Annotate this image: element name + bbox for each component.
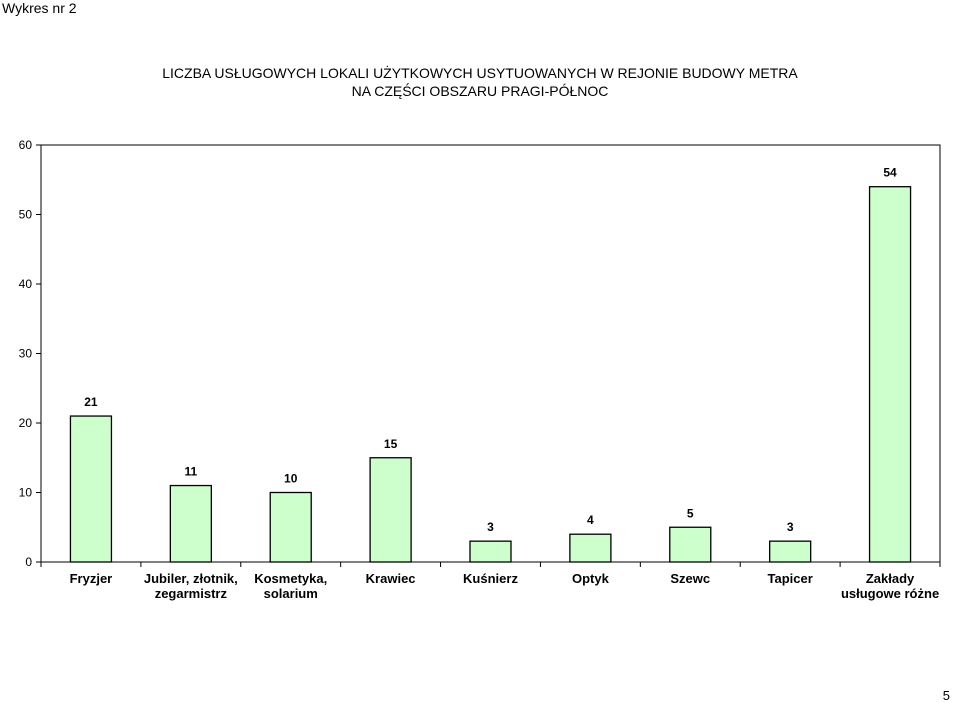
bar <box>169 484 212 563</box>
category-label-line: Jubiler, złotnik, <box>144 571 238 586</box>
category-label-line: Optyk <box>572 571 610 586</box>
category-label-line: Krawiec <box>366 571 416 586</box>
data-label: 15 <box>384 437 398 451</box>
category-label-line: usługowe różne <box>841 586 939 601</box>
category-label: Krawiec <box>366 571 416 586</box>
category-label: Tapicer <box>768 571 813 586</box>
y-tick-label: 40 <box>19 277 33 291</box>
y-tick-label: 20 <box>19 416 33 430</box>
y-tick-label: 0 <box>25 555 32 569</box>
data-label: 3 <box>487 520 494 534</box>
y-tick-label: 10 <box>19 486 33 500</box>
category-label-line: Zakłady <box>866 571 915 586</box>
y-tick-label: 60 <box>19 138 33 152</box>
chart-subtitle: NA CZĘŚCI OBSZARU PRAGI-PÓŁNOC <box>351 83 609 99</box>
bar <box>269 491 312 563</box>
data-label: 10 <box>284 472 298 486</box>
bar <box>69 415 113 563</box>
category-label: Zakłady usługowe różne <box>841 571 939 601</box>
document-label: Wykres nr 2 <box>2 0 77 16</box>
bar <box>669 526 712 563</box>
category-label: Optyk <box>572 571 610 586</box>
category-label-line: Fryzjer <box>70 571 113 586</box>
data-label: 54 <box>883 166 897 180</box>
data-label: 3 <box>787 520 794 534</box>
bar <box>769 540 812 563</box>
data-label: 11 <box>184 465 197 479</box>
category-label: Jubiler, złotnik, zegarmistrz <box>144 571 238 601</box>
category-label: Szewc <box>670 571 710 586</box>
chart-title: LICZBA USŁUGOWYCH LOKALI UŻYTKOWYCH USYT… <box>162 65 798 81</box>
category-label-line: Tapicer <box>768 571 813 586</box>
bar <box>569 533 612 563</box>
category-label: Kuśnierz <box>463 571 518 586</box>
category-label-line: solarium <box>264 586 318 601</box>
category-label-line: Kosmetyka, <box>254 571 327 586</box>
data-label: 21 <box>84 395 98 409</box>
y-tick-label: 30 <box>19 347 33 361</box>
category-label-line: Kuśnierz <box>463 571 518 586</box>
bar <box>369 457 412 563</box>
y-tick-label: 50 <box>19 208 33 222</box>
category-label-line: Szewc <box>670 571 710 586</box>
data-label: 5 <box>687 506 694 520</box>
bar <box>469 540 512 563</box>
bar <box>868 186 912 563</box>
data-label: 4 <box>587 513 594 527</box>
category-label: Kosmetyka, solarium <box>254 571 327 601</box>
category-label: Fryzjer <box>70 571 113 586</box>
page-number: 5 <box>942 688 950 703</box>
category-label-line: zegarmistrz <box>155 586 228 601</box>
